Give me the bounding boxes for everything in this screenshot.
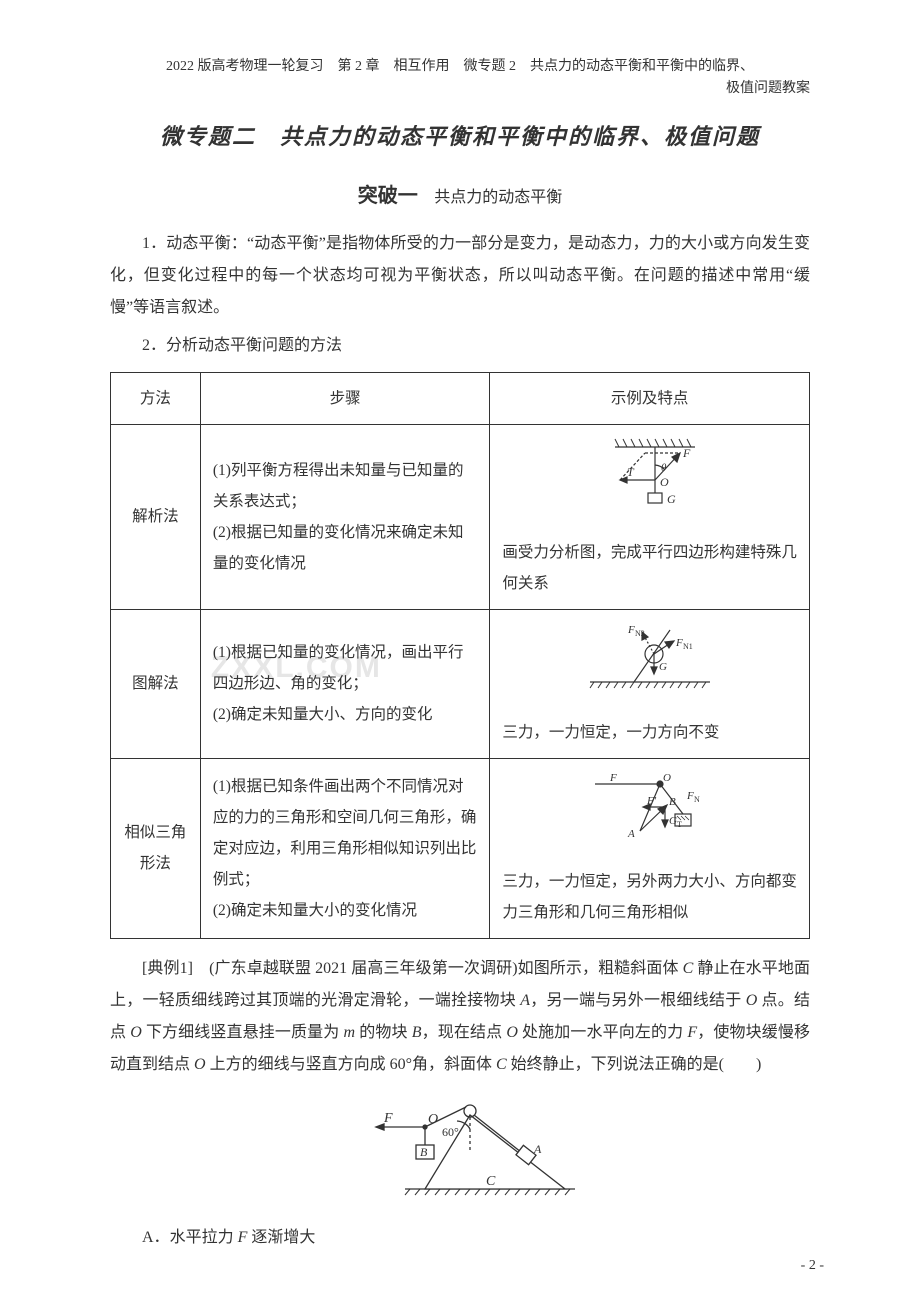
method-example: FN2 FN1 G 三力，一力恒定，一力方向不变 bbox=[490, 609, 810, 758]
table-header-method: 方法 bbox=[111, 372, 201, 424]
label-A: A bbox=[627, 828, 635, 840]
t5: 的物块 bbox=[359, 1024, 407, 1041]
option-a: A．水平拉力 F 逐渐增大 bbox=[110, 1222, 810, 1254]
example-text: 三力，一力恒定，一力方向不变 bbox=[502, 717, 797, 748]
header-line-1: 2022 版高考物理一轮复习 第 2 章 相互作用 微专题 2 共点力的动态平衡… bbox=[110, 56, 810, 78]
method-example: F θ O T G 画受力分析图，完成平行四边形构建特殊几何关系 bbox=[490, 424, 810, 609]
analytic-diagram-icon: F θ O T G bbox=[585, 435, 715, 520]
t2: ，另一端与另外一根细线结于 bbox=[530, 992, 741, 1009]
fig-label-O: O bbox=[428, 1112, 438, 1127]
var-O3: O bbox=[506, 1024, 518, 1041]
var-O4: O bbox=[194, 1056, 206, 1073]
page-title: 微专题二 共点力的动态平衡和平衡中的临界、极值问题 bbox=[110, 119, 810, 151]
similar-diagram-icon: F O FN F' B GT A bbox=[575, 769, 725, 849]
methods-table: 方法 步骤 示例及特点 解析法 (1)列平衡方程得出未知量与已知量的关系表达式；… bbox=[110, 372, 810, 939]
fig-label-angle: 60° bbox=[442, 1125, 459, 1139]
t9: 上方的细线与竖直方向成 60°角，斜面体 bbox=[210, 1056, 492, 1073]
var-C: C bbox=[683, 960, 694, 977]
method-steps: (1)列平衡方程得出未知量与已知量的关系表达式； (2)根据已知量的变化情况来确… bbox=[200, 424, 489, 609]
example-text: 三力，一力恒定，另外两力大小、方向都变力三角形和几何三角形相似 bbox=[502, 866, 797, 928]
paragraph-2: 2．分析动态平衡问题的方法 bbox=[110, 330, 810, 362]
table-header-row: 方法 步骤 示例及特点 bbox=[111, 372, 810, 424]
svg-text:N: N bbox=[694, 795, 700, 804]
diagram-similar: F O FN F' B GT A bbox=[502, 769, 797, 860]
problem-diagram-icon: F O 60° B A C bbox=[330, 1093, 590, 1203]
example-source: (广东卓越联盟 2021 届高三年级第一次调研) bbox=[209, 960, 517, 977]
fig-label-F: F bbox=[383, 1111, 393, 1126]
var-m: m bbox=[344, 1024, 356, 1041]
var-C2: C bbox=[496, 1056, 507, 1073]
table-row: 相似三角形法 (1)根据已知条件画出两个不同情况对应的力的三角形和空间几何三角形… bbox=[111, 758, 810, 938]
diagram-analytic: F θ O T G bbox=[502, 435, 797, 531]
example-paragraph: [典例1] (广东卓越联盟 2021 届高三年级第一次调研)如图所示，粗糙斜面体… bbox=[110, 953, 810, 1081]
page-number: - 2 - bbox=[801, 1258, 824, 1274]
var-O1: O bbox=[746, 992, 758, 1009]
breakthrough-label: 突破一 bbox=[358, 185, 418, 207]
label-G: G bbox=[667, 492, 676, 506]
svg-text:F: F bbox=[686, 790, 694, 802]
problem-figure: F O 60° B A C bbox=[110, 1093, 810, 1208]
example-text: 画受力分析图，完成平行四边形构建特殊几何关系 bbox=[502, 537, 797, 599]
label-theta: θ bbox=[661, 462, 667, 474]
steps-text: (1)根据已知量的变化情况，画出平行四边形边、角的变化； (2)确定未知量大小、… bbox=[213, 644, 464, 723]
label-F: F bbox=[682, 446, 691, 460]
svg-text:T: T bbox=[677, 820, 682, 829]
fig-label-A: A bbox=[533, 1142, 542, 1156]
option-pre: 水平拉力 bbox=[170, 1229, 238, 1246]
label-F: F bbox=[609, 772, 617, 784]
t7: 处施加一水平向左的力 bbox=[522, 1024, 683, 1041]
label-O: O bbox=[663, 772, 671, 784]
diagram-graphic: FN2 FN1 G bbox=[502, 620, 797, 711]
table-row: 解析法 (1)列平衡方程得出未知量与已知量的关系表达式； (2)根据已知量的变化… bbox=[111, 424, 810, 609]
t10: 始终静止，下列说法正确的是( ) bbox=[511, 1056, 762, 1073]
svg-text:F: F bbox=[627, 624, 635, 636]
steps-text: (1)根据已知条件画出两个不同情况对应的力的三角形和空间几何三角形，确定对应边，… bbox=[213, 778, 477, 919]
option-var: F bbox=[238, 1229, 248, 1246]
var-O2: O bbox=[130, 1024, 142, 1041]
method-steps: ZXXL.COM (1)根据已知量的变化情况，画出平行四边形边、角的变化； (2… bbox=[200, 609, 489, 758]
method-example: F O FN F' B GT A 三力，一力恒定，另外两力大小、方向都变力三角形… bbox=[490, 758, 810, 938]
var-F: F bbox=[687, 1024, 697, 1041]
label-Fp: F' bbox=[646, 795, 657, 807]
breakthrough-text: 共点力的动态平衡 bbox=[434, 189, 562, 206]
t0: 如图所示，粗糙斜面体 bbox=[518, 960, 679, 977]
fig-label-C: C bbox=[486, 1174, 496, 1189]
fig-label-B: B bbox=[420, 1145, 428, 1159]
t6: ，现在结点 bbox=[421, 1024, 502, 1041]
label-B: B bbox=[669, 796, 676, 808]
svg-text:N2: N2 bbox=[635, 629, 645, 638]
method-name: 相似三角形法 bbox=[111, 758, 201, 938]
steps-text: (1)列平衡方程得出未知量与已知量的关系表达式； (2)根据已知量的变化情况来确… bbox=[213, 462, 464, 572]
label-G: G bbox=[659, 661, 667, 673]
svg-text:F: F bbox=[675, 637, 683, 649]
method-name: 图解法 bbox=[111, 609, 201, 758]
page-header: 2022 版高考物理一轮复习 第 2 章 相互作用 微专题 2 共点力的动态平衡… bbox=[110, 56, 810, 101]
table-header-example: 示例及特点 bbox=[490, 372, 810, 424]
label-O: O bbox=[660, 475, 669, 489]
option-post: 逐渐增大 bbox=[247, 1229, 315, 1246]
header-line-2: 极值问题教案 bbox=[110, 78, 810, 100]
svg-text:G: G bbox=[669, 815, 677, 827]
label-T: T bbox=[627, 465, 635, 479]
paragraph-1: 1．动态平衡：“动态平衡”是指物体所受的力一部分是变力，是动态力，力的大小或方向… bbox=[110, 228, 810, 324]
table-row: 图解法 ZXXL.COM (1)根据已知量的变化情况，画出平行四边形边、角的变化… bbox=[111, 609, 810, 758]
method-name: 解析法 bbox=[111, 424, 201, 609]
example-label: [典例1] bbox=[142, 960, 193, 977]
option-label: A． bbox=[142, 1229, 170, 1246]
t4: 下方细线竖直悬挂一质量为 bbox=[146, 1024, 339, 1041]
method-steps: (1)根据已知条件画出两个不同情况对应的力的三角形和空间几何三角形，确定对应边，… bbox=[200, 758, 489, 938]
svg-text:N1: N1 bbox=[683, 642, 693, 651]
table-header-steps: 步骤 bbox=[200, 372, 489, 424]
graphic-diagram-icon: FN2 FN1 G bbox=[570, 620, 730, 700]
breakthrough-heading: 突破一 共点力的动态平衡 bbox=[110, 179, 810, 208]
var-A: A bbox=[520, 992, 530, 1009]
